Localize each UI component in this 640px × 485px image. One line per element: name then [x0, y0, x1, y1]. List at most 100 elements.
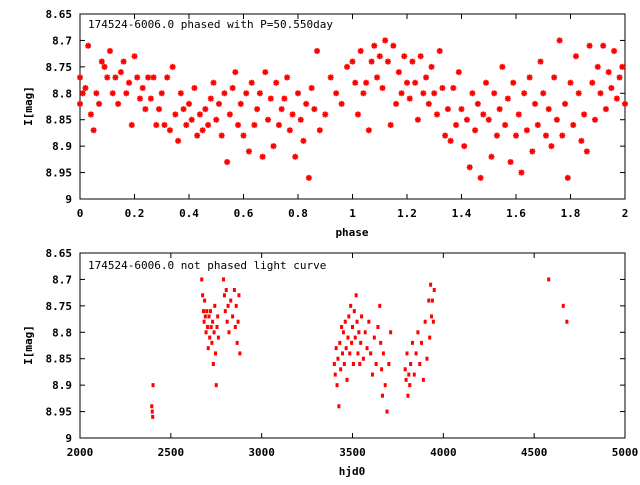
data-point [338, 100, 345, 107]
x-tick-label: 4000 [430, 446, 457, 459]
data-point [393, 100, 400, 107]
plot-title: 174524-6006.0 phased with P=50.550day [88, 18, 333, 31]
data-point [223, 309, 227, 314]
data-point [408, 383, 412, 388]
data-point [359, 340, 363, 345]
data-point [429, 282, 433, 287]
data-point [203, 298, 207, 303]
data-point [351, 362, 355, 366]
data-point [210, 79, 217, 86]
data-point [327, 74, 334, 81]
data-point [147, 95, 154, 102]
data-point [275, 122, 282, 128]
data-point [156, 106, 163, 113]
data-point [201, 293, 205, 298]
data-point [406, 95, 413, 102]
data-point [493, 132, 500, 139]
data-point [142, 106, 149, 113]
y-tick-label: 8.85 [46, 353, 73, 366]
data-point [365, 127, 372, 134]
data-point [183, 122, 190, 128]
data-point [439, 85, 446, 91]
data-point [259, 153, 266, 160]
data-point [414, 116, 421, 123]
data-point [207, 314, 211, 319]
data-point [374, 362, 378, 366]
data-point [240, 132, 247, 139]
data-point [379, 85, 386, 91]
data-point [265, 116, 272, 123]
data-point [166, 127, 173, 134]
data-point [150, 74, 157, 81]
data-point [136, 95, 143, 102]
data-point [385, 409, 389, 414]
data-point [409, 58, 416, 65]
data-point [335, 383, 339, 388]
data-point [483, 79, 490, 86]
data-point [316, 127, 323, 134]
x-tick-label: 2 [622, 207, 629, 220]
data-point [433, 111, 440, 118]
data-point [227, 330, 231, 335]
x-tick-label: 3000 [248, 446, 275, 459]
data-point [442, 132, 449, 139]
data-point [414, 351, 418, 356]
data-point [222, 277, 226, 282]
y-tick-label: 8.65 [46, 8, 73, 21]
data-point [200, 277, 204, 282]
data-point [619, 63, 626, 70]
data-point [352, 309, 356, 314]
data-point [444, 106, 451, 113]
data-point [204, 330, 208, 335]
data-point [570, 122, 577, 128]
x-tick-label: 1 [349, 207, 356, 220]
data-point [376, 53, 383, 60]
data-point [356, 351, 360, 356]
data-point [222, 293, 226, 298]
data-point [369, 351, 373, 356]
data-point [420, 90, 427, 97]
data-point [341, 351, 345, 356]
data-point [432, 288, 436, 292]
data-point [82, 85, 89, 91]
data-point [211, 362, 215, 366]
data-point [578, 137, 585, 144]
data-point [345, 377, 349, 382]
data-point [428, 335, 432, 340]
x-tick-label: 1.8 [561, 207, 581, 220]
data-point [191, 85, 198, 91]
data-point [229, 298, 233, 303]
x-tick-label: 4500 [521, 446, 548, 459]
y-tick-label: 9 [65, 193, 72, 206]
data-point [513, 132, 519, 139]
data-point [360, 90, 367, 97]
data-points [150, 277, 569, 419]
data-point [605, 69, 612, 76]
data-point [515, 111, 522, 118]
data-point [210, 340, 214, 345]
data-point [336, 356, 340, 361]
y-tick-label: 8.95 [46, 167, 73, 180]
y-tick-label: 8.9 [52, 140, 72, 153]
data-point [215, 100, 222, 107]
data-point [428, 63, 435, 70]
data-point [213, 116, 220, 123]
data-point [405, 351, 409, 356]
data-point [611, 48, 618, 54]
data-point [295, 90, 301, 97]
data-point [297, 116, 304, 123]
data-point [224, 159, 231, 165]
data-point [77, 100, 83, 107]
data-point [216, 314, 220, 319]
y-tick-label: 8.75 [46, 300, 73, 313]
data-point [504, 95, 511, 102]
data-point [281, 95, 288, 102]
data-point [425, 100, 432, 107]
data-point [202, 106, 209, 113]
data-point [305, 174, 312, 181]
data-point [237, 293, 241, 298]
data-point [218, 132, 225, 139]
data-point [270, 143, 277, 150]
data-points [77, 37, 628, 181]
data-point [608, 85, 615, 91]
